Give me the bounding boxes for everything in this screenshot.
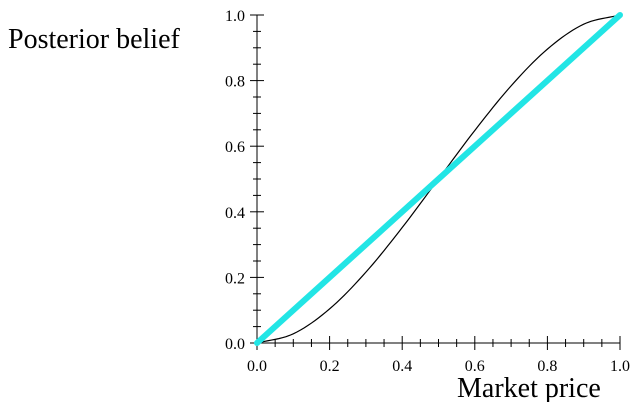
axes: 0.0 0.2 0.4 0.6 0.8 1.0 0.0 0.2 0.4 0.6 0.8 1.0 <box>225 8 630 375</box>
x-tick-label: 0.8 <box>537 358 557 375</box>
x-tick-label: 0.0 <box>247 358 267 375</box>
y-tick-label: 0.0 <box>225 336 245 353</box>
series-line-diagonal <box>254 12 623 346</box>
y-tick-label: 0.6 <box>225 139 245 156</box>
y-tick-label: 1.0 <box>225 8 245 25</box>
x-tick-label: 0.4 <box>392 358 412 375</box>
y-axis-label: Posterior belief <box>8 24 181 55</box>
y-tick-label: 0.8 <box>225 74 245 91</box>
y-tick-label: 0.2 <box>225 270 245 287</box>
x-tick-label: 0.6 <box>465 358 485 375</box>
x-tick-label: 0.2 <box>320 358 340 375</box>
y-tick-label: 0.4 <box>225 205 245 222</box>
series-layer <box>254 12 623 346</box>
x-axis-label: Market price <box>457 373 601 402</box>
x-tick-label: 1.0 <box>610 358 630 375</box>
